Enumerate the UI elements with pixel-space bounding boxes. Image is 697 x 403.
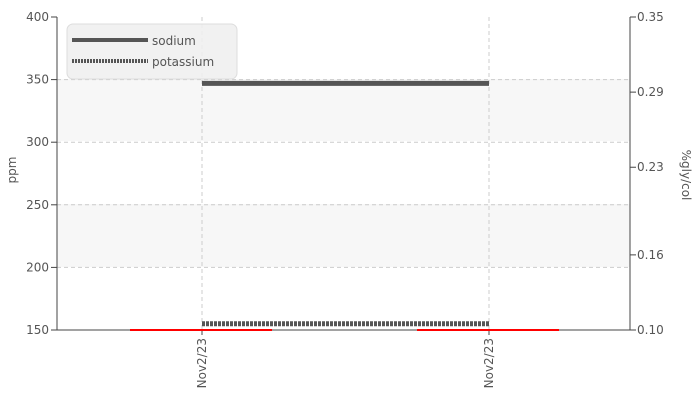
y-right-tick-label: 0.16 (637, 248, 664, 262)
band-1 (57, 79, 630, 141)
y-left-tick-label: 300 (26, 135, 49, 149)
y-right-tick-label: 0.29 (637, 85, 664, 99)
y-right-axis-title: %gly/col (679, 150, 693, 201)
y-left-axis-title: ppm (5, 157, 19, 184)
right-tick-labels: 0.35 0.29 0.23 0.16 0.10 (630, 10, 664, 337)
y-right-tick-label: 0.23 (637, 160, 664, 174)
y-left-tick-label: 250 (26, 198, 49, 212)
y-right-tick-label: 0.10 (637, 323, 664, 337)
series-layer (130, 80, 559, 331)
y-right-tick-label: 0.35 (637, 10, 664, 24)
y-left-tick-label: 200 (26, 260, 49, 274)
legend-box (66, 23, 238, 80)
x-tick-label: Nov2/23 (195, 338, 209, 388)
band-2 (57, 204, 630, 267)
y-left-tick-label: 350 (26, 73, 49, 87)
x-tick-labels: Nov2/23 Nov2/23 (195, 330, 496, 388)
left-tick-labels: 400 350 300 250 200 150 (26, 10, 57, 337)
y-left-tick-label: 150 (26, 323, 49, 337)
legend: sodium potassium (66, 23, 238, 80)
x-tick-label: Nov2/23 (482, 338, 496, 388)
y-left-tick-label: 400 (26, 10, 49, 24)
legend-label-sodium: sodium (152, 34, 196, 48)
legend-label-potassium: potassium (152, 55, 214, 69)
